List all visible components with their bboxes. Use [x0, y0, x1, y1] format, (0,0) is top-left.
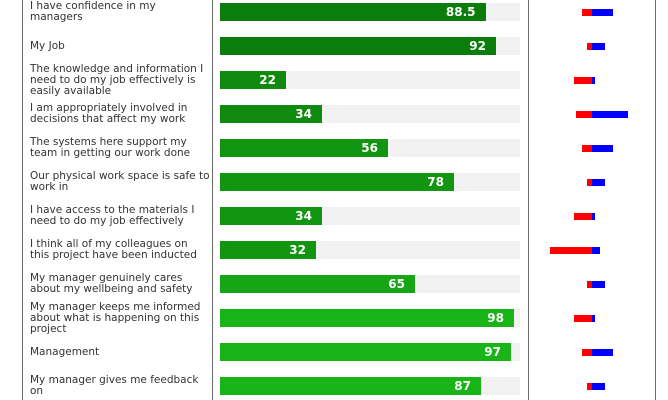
question-label: I have access to the materials I need to… — [30, 204, 195, 227]
score-value-label: 34 — [295, 107, 312, 121]
question-label: Management — [30, 345, 100, 358]
score-value-label: 34 — [295, 209, 312, 223]
score-bar: 92 — [220, 37, 496, 55]
mini-bar-negative — [573, 314, 592, 322]
mini-bar-positive — [592, 212, 595, 220]
score-value-label: 78 — [427, 175, 444, 189]
mini-bar-negative — [573, 76, 592, 84]
bar-track: 34 — [220, 207, 520, 225]
score-bar: 34 — [220, 105, 322, 123]
column-divider-labels — [212, 0, 213, 400]
mini-bar-positive — [592, 382, 605, 390]
question-label: My manager gives me feedback on — [30, 374, 199, 397]
score-value-label: 22 — [259, 73, 276, 87]
mini-bar-negative — [586, 382, 592, 390]
mini-bar-negative — [573, 212, 592, 220]
column-divider-mini-chart — [528, 0, 529, 400]
score-value-label: 32 — [289, 243, 306, 257]
score-value-label: 92 — [469, 39, 486, 53]
score-bar: 56 — [220, 139, 388, 157]
mini-bar-negative — [550, 246, 592, 254]
score-bar: 97 — [220, 343, 511, 361]
score-bar: 65 — [220, 275, 415, 293]
question-label: My manager keeps me informed about what … — [30, 300, 201, 335]
mini-bar-positive — [592, 280, 605, 288]
mini-bar-positive — [592, 110, 629, 118]
question-label: The knowledge and information I need to … — [30, 62, 204, 97]
score-value-label: 87 — [454, 379, 471, 393]
score-value-label: 88.5 — [445, 5, 476, 19]
score-value-label: 65 — [388, 277, 405, 291]
question-label: I am appropriately involved in decisions… — [30, 102, 188, 125]
bar-track: 78 — [220, 173, 520, 191]
score-bar: 32 — [220, 241, 316, 259]
bar-track: 87 — [220, 377, 520, 395]
mini-bar-positive — [592, 144, 613, 152]
score-value-label: 97 — [484, 345, 501, 359]
mini-bar-positive — [592, 76, 595, 84]
mini-bar-positive — [592, 348, 613, 356]
score-bar: 34 — [220, 207, 322, 225]
question-label: I think all of my colleagues on this pro… — [30, 238, 197, 261]
mini-bar-positive — [592, 246, 600, 254]
bar-track: 92 — [220, 37, 520, 55]
question-label: The systems here support my team in gett… — [30, 136, 191, 159]
mini-bar-positive — [592, 42, 605, 50]
bar-track: 65 — [220, 275, 520, 293]
mini-bar-negative — [586, 280, 592, 288]
bar-track: 34 — [220, 105, 520, 123]
bar-track: 97 — [220, 343, 520, 361]
score-bar: 22 — [220, 71, 286, 89]
mini-bar-negative — [581, 144, 592, 152]
mini-bar-positive — [592, 178, 605, 186]
mini-bar-negative — [586, 42, 592, 50]
mini-bar-positive — [592, 8, 613, 16]
mini-bar-negative — [586, 178, 592, 186]
question-label: My manager genuinely cares about my well… — [30, 272, 193, 295]
score-value-label: 56 — [361, 141, 378, 155]
mini-bar-negative — [581, 348, 592, 356]
question-label: I have confidence in my managers — [30, 0, 156, 23]
mini-bar-negative — [576, 110, 592, 118]
chart-frame-right — [655, 0, 656, 400]
bar-track: 56 — [220, 139, 520, 157]
bar-track: 88.5 — [220, 3, 520, 21]
score-bar: 88.5 — [220, 3, 486, 21]
score-bar: 87 — [220, 377, 481, 395]
score-value-label: 98 — [487, 311, 504, 325]
bar-track: 22 — [220, 71, 520, 89]
score-bar: 78 — [220, 173, 454, 191]
mini-bar-negative — [581, 8, 592, 16]
mini-bar-positive — [592, 314, 595, 322]
bar-track: 32 — [220, 241, 520, 259]
score-bar: 98 — [220, 309, 514, 327]
chart-frame-left — [22, 0, 23, 400]
bar-track: 98 — [220, 309, 520, 327]
question-label: My Job — [30, 39, 65, 52]
question-label: Our physical work space is safe to work … — [30, 170, 210, 193]
